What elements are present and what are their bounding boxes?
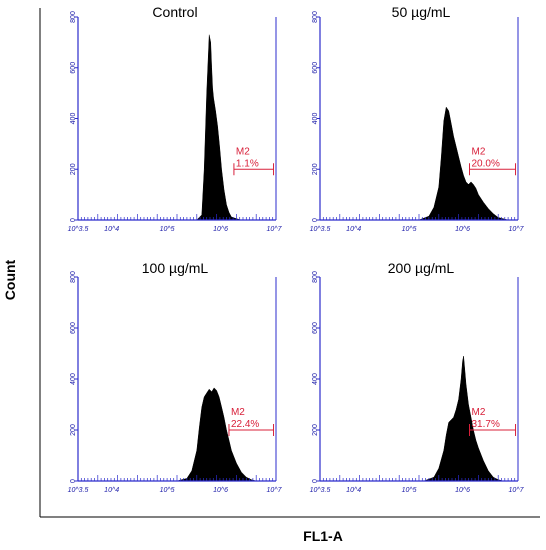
y-tick-label: 0: [70, 218, 77, 222]
x-tick-label: 10^6: [455, 226, 470, 233]
y-tick-label: 400: [70, 113, 77, 125]
x-tick-label: 10^6: [455, 487, 470, 494]
x-tick-label: 10^3.5: [310, 226, 331, 233]
gate-name-label: M2: [471, 146, 485, 157]
gate-name-label: M2: [231, 407, 245, 418]
histogram-panel-50: 0 200 400 600 800 10^3.5 10^4 10^5 10^6 10^7 M220.…: [310, 11, 525, 233]
histogram-area: [176, 387, 257, 482]
x-tick-label: 10^6: [213, 226, 228, 233]
x-tick-label: 10^5: [160, 487, 175, 494]
y-tick-label: 600: [312, 322, 319, 334]
y-tick-label: 200: [70, 163, 77, 175]
histogram-area: [196, 34, 242, 221]
y-tick-label: 0: [312, 479, 319, 483]
y-tick-label: 200: [312, 163, 319, 175]
y-tick-label: 200: [70, 424, 77, 436]
y-tick-label: 600: [312, 62, 319, 74]
x-tick-label: 10^3.5: [68, 226, 89, 233]
gate-name-label: M2: [471, 407, 485, 418]
x-tick-label: 10^3.5: [68, 487, 89, 494]
x-tick-label: 10^7: [509, 487, 525, 494]
panel-title-control: Control: [152, 4, 197, 20]
gate-percent-label: 20.0%: [471, 158, 499, 169]
y-tick-label: 400: [312, 373, 319, 385]
y-tick-label: 600: [70, 322, 77, 334]
y-tick-label: 400: [70, 373, 77, 385]
histogram-area: [423, 356, 504, 482]
x-tick-label: 10^4: [104, 487, 119, 494]
y-tick-label: 800: [312, 271, 319, 283]
gate-percent-label: 1.1%: [236, 158, 259, 169]
panel-title-200: 200 µg/mL: [388, 260, 455, 276]
x-tick-label: 10^3.5: [310, 487, 331, 494]
y-tick-label: 800: [70, 271, 77, 283]
histogram-panel-200: 0 200 400 600 800 10^3.5 10^4 10^5 10^6 10^7 M231.…: [310, 271, 525, 494]
x-tick-label: 10^5: [160, 226, 175, 233]
x-tick-label: 10^7: [267, 487, 283, 494]
histogram-panel-100: 0 200 400 600 800 10^3.5 10^4 10^5 10^6 10^7 M222.…: [68, 271, 283, 494]
histogram-area: [418, 106, 509, 221]
figure-xlabel: FL1-A: [303, 528, 343, 544]
x-tick-label: 10^4: [346, 226, 361, 233]
gate-name-label: M2: [236, 146, 250, 157]
x-tick-label: 10^4: [346, 487, 361, 494]
gate-percent-label: 22.4%: [231, 419, 259, 430]
figure-ylabel: Count: [2, 259, 18, 300]
x-tick-label: 10^4: [104, 226, 119, 233]
y-tick-label: 800: [312, 11, 319, 23]
x-tick-label: 10^7: [267, 226, 283, 233]
y-tick-label: 200: [312, 424, 319, 436]
x-tick-label: 10^6: [213, 487, 228, 494]
panel-title-50: 50 µg/mL: [392, 4, 451, 20]
panel-title-100: 100 µg/mL: [142, 260, 209, 276]
gate-percent-label: 31.7%: [471, 419, 499, 430]
y-tick-label: 0: [312, 218, 319, 222]
histogram-panel-control: 0 200 400 600 800 10^3.5 10^4 10^5 10^6 10^7 M21.1…: [68, 11, 283, 233]
x-tick-label: 10^5: [402, 487, 417, 494]
y-tick-label: 800: [70, 11, 77, 23]
x-tick-label: 10^7: [509, 226, 525, 233]
x-tick-label: 10^5: [402, 226, 417, 233]
y-tick-label: 600: [70, 62, 77, 74]
y-tick-label: 0: [70, 479, 77, 483]
y-tick-label: 400: [312, 113, 319, 125]
